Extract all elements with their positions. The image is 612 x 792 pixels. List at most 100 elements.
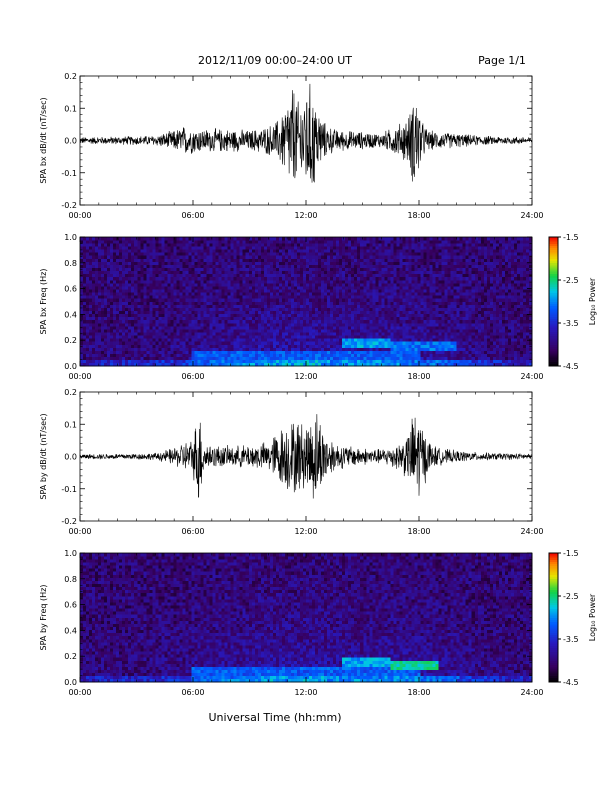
spectrogram-cell (339, 341, 343, 345)
spectrogram-cell (224, 329, 228, 333)
spectrogram-cell (128, 304, 132, 308)
spectrogram-cell (366, 350, 370, 355)
spectrogram-cell (296, 353, 301, 358)
spectrogram-cell (339, 344, 343, 348)
spectrogram-cell (278, 335, 283, 339)
spectrogram-cell (107, 329, 111, 333)
spectrogram-cell (351, 258, 355, 262)
spectrogram-cell (306, 332, 310, 336)
spectrogram-cell (128, 243, 132, 247)
spectrogram-cell (284, 307, 289, 312)
spectrogram-cell (312, 326, 316, 330)
spectrogram-cell (119, 335, 123, 339)
spectrogram-cell (122, 298, 126, 302)
spectrogram-cell (203, 350, 207, 355)
spectrogram-cell (191, 341, 195, 345)
spectrogram-cell (119, 347, 123, 351)
spectrogram-cell (284, 292, 289, 296)
spectrogram-cell (363, 338, 367, 342)
spectrogram-cell (143, 283, 147, 287)
spectrogram-cell (185, 301, 189, 305)
spectrogram-cell (179, 261, 183, 265)
spectrogram-cell (384, 313, 388, 318)
spectrogram-cell (188, 252, 192, 256)
spectrogram-cell (80, 319, 84, 324)
spectrogram-cell (89, 255, 93, 259)
spectrogram-cell (95, 298, 99, 302)
spectrogram-cell (272, 356, 277, 361)
spectrogram-cell (269, 243, 274, 247)
spectrogram-cell (248, 316, 253, 321)
spectrogram-cell (209, 332, 213, 336)
spectrogram-cell (230, 276, 234, 281)
spectrogram-cell (170, 319, 174, 324)
spectrogram-cell (176, 292, 180, 296)
spectrogram-cell (260, 255, 265, 259)
spectrogram-cell (242, 338, 247, 342)
spectrogram-cell (327, 356, 331, 361)
spectrogram-cell (179, 338, 183, 342)
spectrogram-cell (378, 280, 382, 284)
spectrogram-cell (284, 335, 289, 339)
spectrogram-cell (330, 267, 334, 272)
spectrogram-cell (179, 301, 183, 305)
spectrogram-cell (107, 301, 111, 305)
spectrogram-cell (372, 273, 376, 278)
spectrogram-cell (200, 292, 204, 296)
spectrogram-cell (230, 310, 234, 315)
spectrogram-cell (185, 362, 189, 367)
spectrogram-cell (375, 276, 379, 281)
spectrogram-cell (324, 304, 328, 308)
spectrogram-cell (155, 249, 159, 253)
spectrogram-cell (393, 332, 397, 336)
spectrogram-cell (179, 362, 183, 367)
spectrogram-cell (293, 356, 298, 361)
spectrogram-cell (218, 252, 222, 256)
spectrogram-cell (119, 359, 123, 364)
spectrogram-cell (134, 304, 138, 308)
spectrogram-cell (134, 329, 138, 333)
spectrogram-cell (134, 267, 138, 272)
spectrogram-cell (387, 270, 391, 275)
spectrogram-cell (387, 264, 391, 269)
spectrogram-cell (221, 295, 225, 299)
spectrogram-cell (396, 292, 400, 296)
spectrogram-cell (233, 338, 237, 342)
spectrogram-cell (80, 264, 84, 269)
spectrogram-cell (92, 255, 96, 259)
spectrogram-cell (275, 252, 280, 256)
spectrogram-cell (381, 304, 385, 308)
spectrogram-cell (131, 347, 135, 351)
spectrogram-cell (251, 362, 256, 367)
series-line-panel-1 (79, 83, 533, 183)
spectrogram-cell (92, 249, 96, 253)
spectrogram-cell (128, 289, 132, 293)
spectrogram-cell (284, 298, 289, 302)
spectrogram-cell (218, 332, 222, 336)
spectrogram-cell (185, 286, 189, 290)
spectrogram-cell (354, 356, 358, 361)
spectrogram-cell (272, 332, 277, 336)
spectrogram-cell (155, 270, 159, 275)
spectrogram-cell (146, 344, 150, 348)
spectrogram-cell (284, 359, 289, 364)
spectrogram-cell (411, 267, 415, 272)
spectrogram-cell (387, 298, 391, 302)
spectrogram-cell (275, 359, 280, 364)
spectrogram-cell (272, 298, 277, 302)
spectrogram-cell (396, 319, 400, 324)
spectrogram-cell (233, 304, 237, 308)
spectrogram-cell (164, 295, 168, 299)
spectrogram-cell (152, 326, 156, 330)
spectrogram-cell (119, 258, 123, 262)
spectrogram-cell (345, 326, 349, 330)
spectrogram-cell (176, 276, 180, 281)
spectrogram-cell (200, 243, 204, 247)
spectrogram-cell (278, 353, 283, 358)
spectrogram-cell (128, 264, 132, 269)
spectrogram-cell (122, 286, 126, 290)
spectrogram-cell (239, 252, 244, 256)
spectrogram-cell (375, 310, 379, 315)
spectrogram-cell (146, 283, 150, 287)
spectrogram-cell (200, 289, 204, 293)
